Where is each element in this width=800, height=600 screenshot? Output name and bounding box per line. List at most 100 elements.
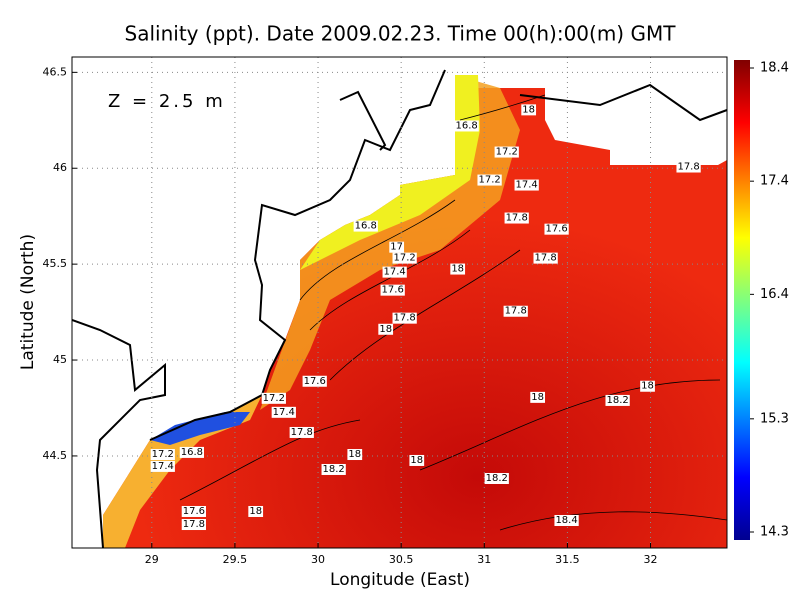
colorbar-tick-label: 17.4 (760, 174, 789, 189)
contour-label-box (454, 120, 479, 132)
contour-label-box (503, 305, 528, 317)
x-axis-label: Longitude (East) (330, 570, 470, 590)
x-tick-label: 29 (145, 553, 159, 566)
contour-label: 17.2 (496, 147, 518, 158)
grid (72, 57, 727, 548)
contour-label: 17.4 (516, 180, 538, 191)
contours (179, 94, 727, 531)
contour-label-box (605, 394, 630, 406)
y-tick-label: 45.5 (43, 257, 68, 270)
contour-label-box (477, 174, 502, 186)
sea (103, 75, 727, 548)
y-axis-label: Latitude (North) (18, 234, 38, 370)
contour-label-box (409, 454, 425, 466)
contour-label: 17.6 (545, 224, 567, 235)
contour-label: 17.2 (263, 393, 285, 404)
contour-label-box (378, 323, 394, 335)
low-salinity-patch (150, 412, 250, 445)
contour-label-box (181, 519, 206, 531)
contour-label-box (261, 392, 286, 404)
contour-label-box (179, 446, 204, 458)
field (72, 69, 727, 548)
contour-label: 18.4 (555, 515, 577, 526)
contour-label-box (347, 449, 363, 461)
contour-label-box (392, 312, 417, 324)
contour-label: 18.2 (486, 473, 508, 484)
colorbar-tick-label: 16.4 (760, 287, 789, 302)
x-tick-label: 32 (644, 553, 658, 566)
contour-label: 18 (641, 381, 654, 392)
contour-label-box (289, 426, 314, 438)
contour-label: 18 (379, 324, 392, 335)
x-tick-label: 31.5 (555, 553, 580, 566)
contour-label: 17.8 (394, 313, 416, 324)
contour-label-box (380, 284, 405, 296)
contour-label: 17.8 (677, 162, 699, 173)
x-tick-label: 31 (477, 553, 491, 566)
contour-label-box (248, 505, 264, 517)
x-tick-label: 30.5 (389, 553, 414, 566)
contour-label-box (530, 391, 546, 403)
contour-label-box (392, 252, 417, 264)
contour-label-box (389, 241, 405, 253)
colorbar-tick-label: 14.3 (760, 525, 789, 540)
contour-label: 18.2 (323, 464, 345, 475)
depth-annotation: Z = 2.5 m (108, 91, 226, 112)
coastline (72, 69, 727, 548)
contour-label-box (544, 223, 569, 235)
contour-label: 18 (451, 264, 464, 275)
contour-label: 17.2 (152, 449, 174, 460)
contour-label: 17 (390, 242, 403, 253)
contour-label: 17.6 (304, 376, 326, 387)
contour-label-box (554, 514, 579, 526)
contour-label: 17.4 (152, 461, 174, 472)
colorbar (734, 60, 750, 540)
x-tick-label: 30 (311, 553, 325, 566)
contour-label: 17.8 (506, 213, 528, 224)
contour-label: 17.8 (183, 519, 205, 530)
contour-label-box (533, 252, 558, 264)
contour-label-box (150, 460, 175, 472)
contour-label-box (514, 179, 539, 191)
contour-label-box (181, 505, 206, 517)
contour-label: 18 (410, 455, 423, 466)
contour-label: 16.8 (456, 120, 478, 131)
contour-label: 18 (531, 392, 544, 403)
contour-label: 16.8 (181, 447, 203, 458)
y-tick-label: 45 (53, 353, 67, 366)
colorbar-tick-label: 15.3 (760, 411, 789, 426)
fresh-core (300, 75, 480, 270)
x-tick-label: 29.5 (223, 553, 248, 566)
colorbar-tick-label: 18.4 (760, 61, 789, 76)
contour-label-box (382, 266, 407, 278)
contour-label-box (484, 472, 509, 484)
contour-label: 17.8 (505, 306, 527, 317)
contour-label-box (353, 220, 378, 232)
contour-label: 17.2 (478, 175, 500, 186)
contour-label: 17.4 (273, 407, 295, 418)
y-tick-label: 44.5 (43, 449, 68, 462)
contour-label: 18 (522, 104, 535, 115)
contour-label-box (150, 449, 175, 461)
title: Salinity (ppt). Date 2009.02.23. Time 00… (125, 22, 677, 46)
contour-label: 17.8 (291, 427, 313, 438)
contour-label: 17.8 (534, 253, 556, 264)
contour-label-box (494, 146, 519, 158)
contour-label: 18 (249, 506, 262, 517)
contour-label: 18 (348, 449, 361, 460)
contour-label-box (450, 263, 466, 275)
contour-label: 17.6 (382, 285, 404, 296)
contour-label: 17.2 (394, 253, 416, 264)
contour-label-box (640, 380, 655, 392)
contour-label-box (321, 463, 346, 475)
contour-label-box (676, 161, 701, 173)
contour-label-box (302, 375, 327, 387)
contour-label: 17.4 (384, 267, 406, 278)
contour-label-box (504, 212, 529, 224)
y-tick-label: 46.5 (43, 65, 68, 78)
contour-label-box (521, 104, 537, 116)
contour-label-box (271, 406, 296, 418)
y-tick-label: 46 (53, 161, 67, 174)
contour-label: 18.2 (606, 395, 628, 406)
